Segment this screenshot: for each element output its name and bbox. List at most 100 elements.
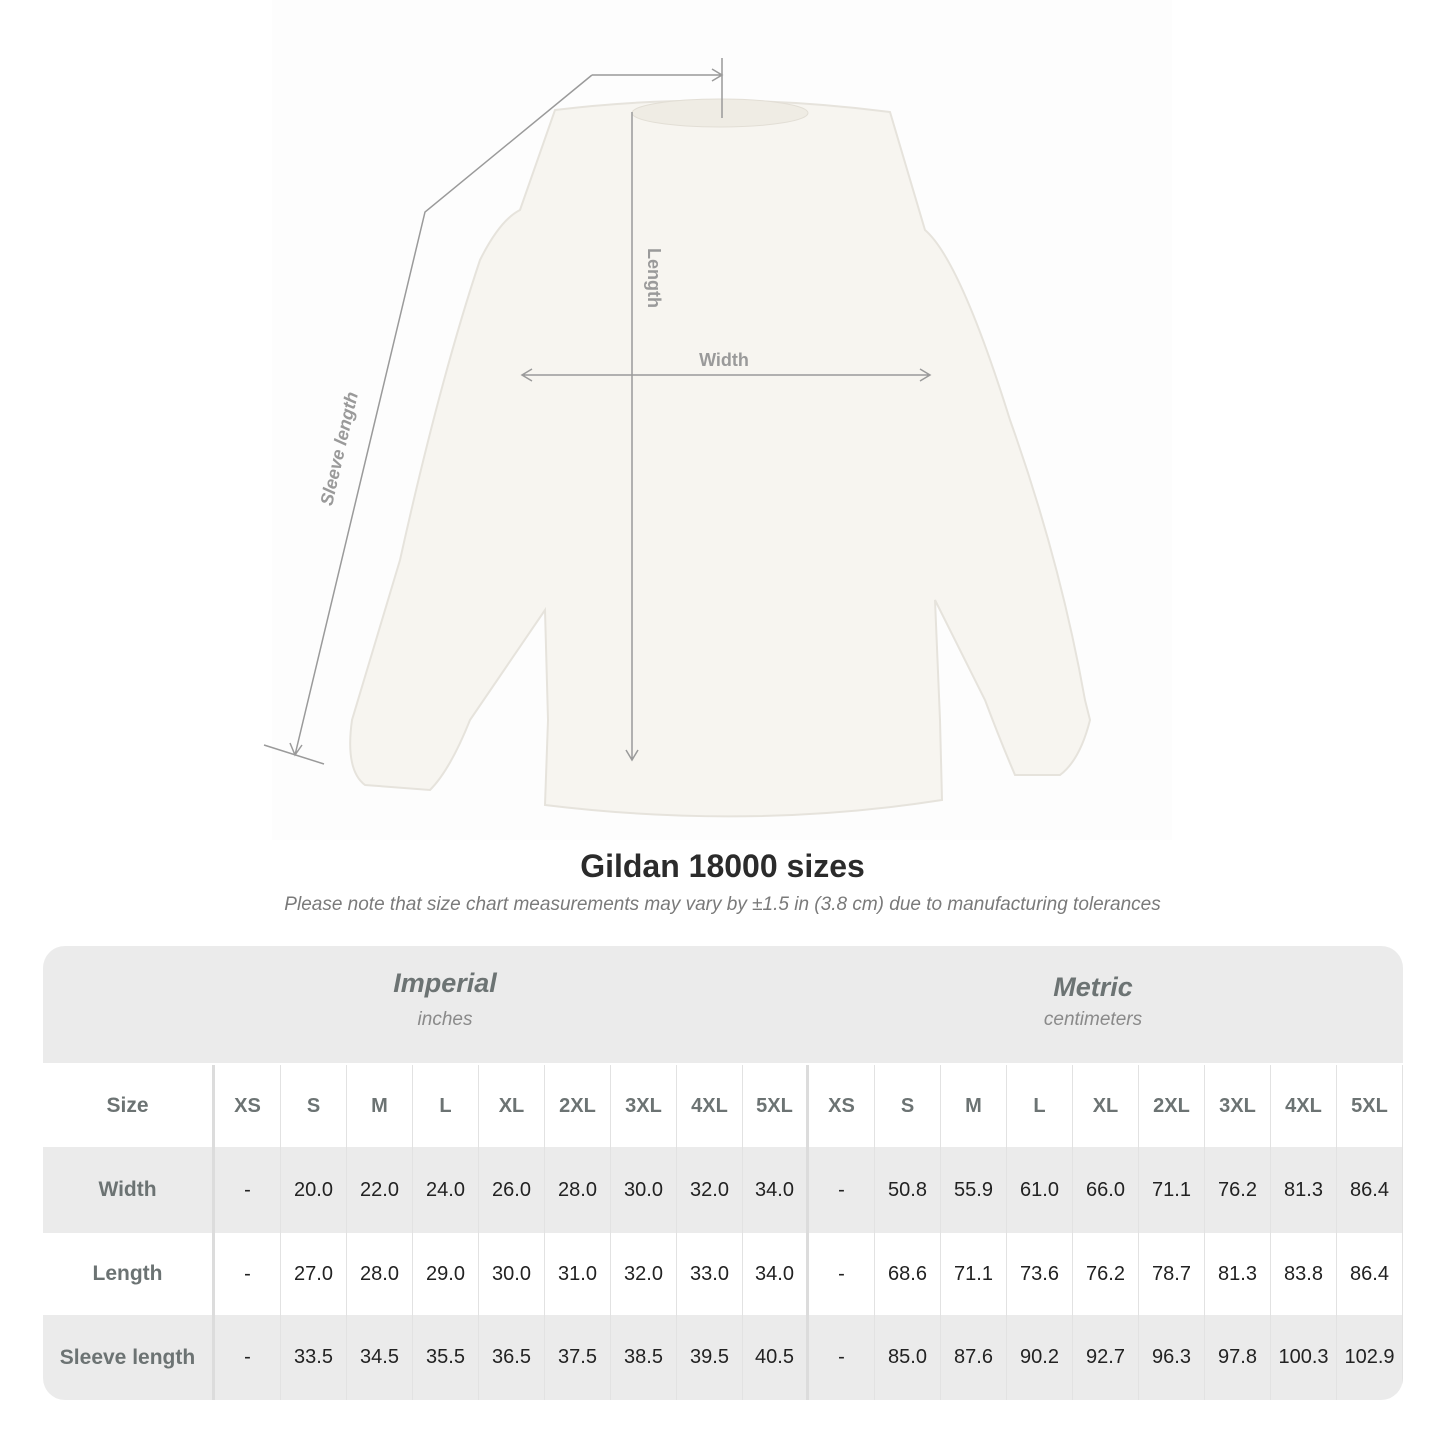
imperial-value: 30.0 xyxy=(479,1233,545,1315)
metric-value: 100.3 xyxy=(1271,1315,1337,1400)
collar xyxy=(631,98,809,128)
metric-header: Metric centimeters xyxy=(863,972,1323,1031)
row-label: Length xyxy=(43,1233,215,1315)
metric-value: 61.0 xyxy=(1007,1147,1073,1233)
imperial-size-l: L xyxy=(413,1065,479,1147)
metric-value: - xyxy=(809,1147,875,1233)
metric-size-l: L xyxy=(1007,1065,1073,1147)
imperial-size-3xl: 3XL xyxy=(611,1065,677,1147)
imperial-value: 38.5 xyxy=(611,1315,677,1400)
metric-value: 85.0 xyxy=(875,1315,941,1400)
length-arrow xyxy=(625,112,639,762)
metric-title: Metric xyxy=(1053,972,1133,1002)
imperial-value: 31.0 xyxy=(545,1233,611,1315)
metric-value: 71.1 xyxy=(941,1233,1007,1315)
table-row: Width -20.0 22.0 24.0 26.0 28.0 30.0 32.0 34.0-5… xyxy=(43,1147,1403,1233)
metric-value: 55.9 xyxy=(941,1147,1007,1233)
metric-value: 96.3 xyxy=(1139,1315,1205,1400)
metric-value: 68.6 xyxy=(875,1233,941,1315)
metric-value: 92.7 xyxy=(1073,1315,1139,1400)
imperial-size-m: M xyxy=(347,1065,413,1147)
metric-unit: centimeters xyxy=(1043,1009,1143,1030)
table-row: Sleeve length -33.5 34.5 35.5 36.5 37.5 38.5 39… xyxy=(43,1315,1403,1400)
metric-size-m: M xyxy=(941,1065,1007,1147)
metric-value: 50.8 xyxy=(875,1147,941,1233)
imperial-value: 32.0 xyxy=(611,1233,677,1315)
imperial-value: 34.5 xyxy=(347,1315,413,1400)
page-title: Gildan 18000 sizes xyxy=(580,848,865,884)
imperial-value: 36.5 xyxy=(479,1315,545,1400)
imperial-value: 27.0 xyxy=(281,1233,347,1315)
imperial-size-2xl: 2XL xyxy=(545,1065,611,1147)
imperial-value: 39.5 xyxy=(677,1315,743,1400)
metric-value: 71.1 xyxy=(1139,1147,1205,1233)
imperial-value: 37.5 xyxy=(545,1315,611,1400)
imperial-size-s: S xyxy=(281,1065,347,1147)
metric-value: 76.2 xyxy=(1073,1233,1139,1315)
imperial-value: 40.5 xyxy=(743,1315,809,1400)
imperial-size-4xl: 4XL xyxy=(677,1065,743,1147)
metric-value: 73.6 xyxy=(1007,1233,1073,1315)
table-row: Length -27.0 28.0 29.0 30.0 31.0 32.0 33.0 34.0-… xyxy=(43,1233,1403,1315)
imperial-value: 29.0 xyxy=(413,1233,479,1315)
imperial-header: Imperial inches xyxy=(215,968,675,1031)
metric-size-2xl: 2XL xyxy=(1139,1065,1205,1147)
imperial-unit: inches xyxy=(417,1009,473,1030)
imperial-value: - xyxy=(215,1315,281,1400)
length-top-marker xyxy=(592,58,724,118)
metric-value: 97.8 xyxy=(1205,1315,1271,1400)
imperial-value: 33.0 xyxy=(677,1233,743,1315)
imperial-value: 28.0 xyxy=(347,1233,413,1315)
metric-size-3xl: 3XL xyxy=(1205,1065,1271,1147)
imperial-value: 32.0 xyxy=(677,1147,743,1233)
imperial-size-5xl: 5XL xyxy=(743,1065,809,1147)
imperial-title: Imperial xyxy=(393,968,497,998)
metric-value: 87.6 xyxy=(941,1315,1007,1400)
metric-value: 81.3 xyxy=(1205,1233,1271,1315)
metric-size-xs: XS xyxy=(809,1065,875,1147)
tolerance-note: Please note that size chart measurements… xyxy=(284,894,1161,915)
width-label: Width xyxy=(699,350,749,370)
metric-size-4xl: 4XL xyxy=(1271,1065,1337,1147)
metric-value: 102.9 xyxy=(1337,1315,1403,1400)
metric-value: 81.3 xyxy=(1271,1147,1337,1233)
metric-value: 76.2 xyxy=(1205,1147,1271,1233)
imperial-size-xl: XL xyxy=(479,1065,545,1147)
metric-value: 66.0 xyxy=(1073,1147,1139,1233)
imperial-value: 20.0 xyxy=(281,1147,347,1233)
imperial-value: 28.0 xyxy=(545,1147,611,1233)
imperial-value: 30.0 xyxy=(611,1147,677,1233)
imperial-value: 35.5 xyxy=(413,1315,479,1400)
metric-value: 78.7 xyxy=(1139,1233,1205,1315)
imperial-value: 26.0 xyxy=(479,1147,545,1233)
imperial-value: - xyxy=(215,1147,281,1233)
imperial-value: - xyxy=(215,1233,281,1315)
size-header-row: Size XS S M L XL 2XL 3XL 4XL 5XL XS S M L XL 2XL 3XL 4XL 5… xyxy=(43,1065,1403,1147)
metric-value: - xyxy=(809,1233,875,1315)
sweatshirt-diagram: Length Width Sleeve length xyxy=(263,58,1092,818)
metric-size-5xl: 5XL xyxy=(1337,1065,1403,1147)
row-label: Width xyxy=(43,1147,215,1233)
size-table: Imperial inches Metric centimeters Size X… xyxy=(43,946,1403,1400)
imperial-value: 24.0 xyxy=(413,1147,479,1233)
row-label: Sleeve length xyxy=(43,1315,215,1400)
imperial-value: 34.0 xyxy=(743,1147,809,1233)
metric-size-xl: XL xyxy=(1073,1065,1139,1147)
imperial-value: 22.0 xyxy=(347,1147,413,1233)
metric-value: - xyxy=(809,1315,875,1400)
metric-value: 86.4 xyxy=(1337,1147,1403,1233)
sleeve-arrow xyxy=(263,74,593,765)
imperial-value: 33.5 xyxy=(281,1315,347,1400)
metric-value: 90.2 xyxy=(1007,1315,1073,1400)
width-arrow xyxy=(520,368,932,382)
size-label: Size xyxy=(43,1065,215,1147)
imperial-size-xs: XS xyxy=(215,1065,281,1147)
length-label: Length xyxy=(644,248,664,308)
metric-size-s: S xyxy=(875,1065,941,1147)
sweatshirt-image xyxy=(349,99,1092,818)
metric-value: 86.4 xyxy=(1337,1233,1403,1315)
imperial-value: 34.0 xyxy=(743,1233,809,1315)
measurement-lines xyxy=(263,58,932,765)
table-group-header: Imperial inches Metric centimeters xyxy=(43,946,1403,1063)
metric-value: 83.8 xyxy=(1271,1233,1337,1315)
